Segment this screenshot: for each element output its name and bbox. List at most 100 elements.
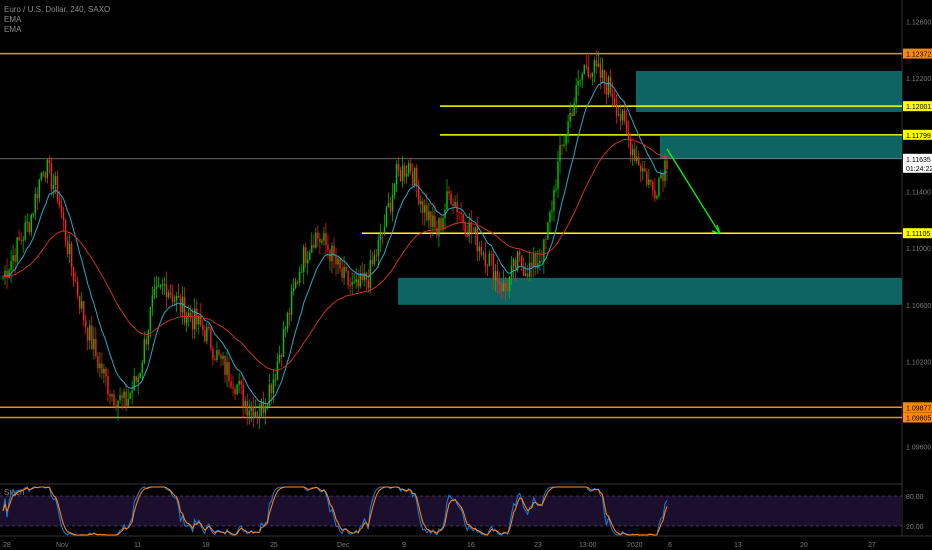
candle-body (72, 267, 75, 282)
candle-body (70, 243, 73, 268)
candle-body (658, 178, 660, 196)
candle-body (525, 273, 527, 276)
price-tick-label: 1.10200 (906, 360, 931, 367)
candle-body (252, 406, 254, 419)
candle-body (565, 135, 567, 145)
candle-body (157, 285, 160, 288)
candle-body (385, 207, 388, 227)
candle-body (456, 202, 458, 213)
candle-body (274, 379, 277, 381)
candle-body (147, 330, 150, 345)
candle-body (460, 212, 462, 215)
candle-body (599, 63, 602, 78)
candle-body (139, 372, 141, 378)
candle-body (662, 174, 664, 182)
candle-body (494, 270, 497, 280)
candle-body (22, 239, 24, 241)
candle-body (577, 81, 579, 86)
candle-body (155, 287, 158, 290)
candle-body (561, 145, 563, 147)
level-price-label: 1.11105 (906, 231, 930, 238)
candle-body (16, 237, 18, 262)
candle-body (56, 176, 59, 201)
candle-body (208, 326, 210, 329)
candle-body (244, 400, 246, 407)
candle-body (117, 400, 119, 409)
candle-body (434, 215, 436, 228)
candle-body (135, 376, 137, 382)
candle-body (405, 173, 408, 177)
candle-body (246, 400, 248, 416)
candle-body (214, 359, 216, 361)
candle-body (361, 272, 363, 280)
candle-body (137, 377, 139, 382)
candle-body (321, 240, 323, 243)
candle-body (121, 395, 123, 398)
time-tick-label: 13 (734, 542, 742, 549)
candle-body (127, 398, 129, 407)
candle-body (375, 255, 378, 257)
candle-body (625, 121, 628, 133)
candle-body (615, 104, 618, 116)
candle-body (10, 260, 12, 271)
candle-body (468, 222, 470, 237)
candle-body (446, 191, 448, 210)
candle-body (4, 270, 6, 277)
candle-body (399, 170, 402, 182)
level-price-label: 1.12372 (906, 52, 931, 59)
candle-body (230, 381, 232, 388)
candle-body (185, 316, 188, 324)
candle-body (264, 406, 267, 413)
level-price-label: 1.09877 (906, 405, 931, 412)
candle-body (200, 315, 202, 326)
candle-body (91, 325, 93, 350)
candle-body (541, 260, 543, 262)
candle-body (76, 281, 79, 296)
price-tick-label: 1.09600 (906, 445, 931, 452)
candle-body (183, 296, 186, 324)
candle-body (206, 326, 208, 342)
candle-body (531, 262, 533, 267)
candle-body (210, 328, 212, 349)
candle-body (369, 259, 372, 288)
candle-body (133, 376, 135, 391)
candle-body (125, 391, 127, 407)
candle-body (248, 410, 250, 416)
candle-body (50, 163, 53, 189)
candle-body (46, 159, 49, 179)
candle-body (343, 266, 345, 278)
candle-body (238, 380, 240, 385)
candle-body (383, 226, 386, 234)
candle-body (575, 85, 577, 103)
candle-body (97, 355, 99, 369)
price-tick-label: 1.12200 (906, 76, 931, 83)
candle-body (365, 272, 367, 281)
candle-body (636, 156, 638, 161)
candle-body (280, 354, 283, 357)
candle-body (411, 171, 414, 186)
candle-body (323, 233, 325, 241)
time-tick-label: 13:00 (579, 542, 597, 549)
candle-body (498, 281, 501, 285)
candle-body (81, 301, 83, 309)
candle-body (420, 201, 422, 204)
candle-body (450, 193, 452, 204)
candle-body (533, 253, 535, 267)
candle-body (288, 312, 291, 315)
candle-body (278, 354, 281, 362)
candle-body (359, 272, 361, 287)
candle-body (12, 255, 14, 261)
candle-body (349, 285, 351, 287)
candle-body (159, 285, 162, 287)
candle-body (276, 361, 279, 380)
candle-body (631, 148, 634, 156)
candle-body (466, 234, 468, 237)
candle-body (595, 60, 598, 67)
stoch-level-label: 20.00 (906, 524, 924, 531)
candle-body (607, 76, 610, 95)
candle-body (535, 253, 537, 269)
candle-body (220, 354, 222, 359)
candle-body (317, 232, 319, 239)
candle-body (551, 210, 553, 213)
